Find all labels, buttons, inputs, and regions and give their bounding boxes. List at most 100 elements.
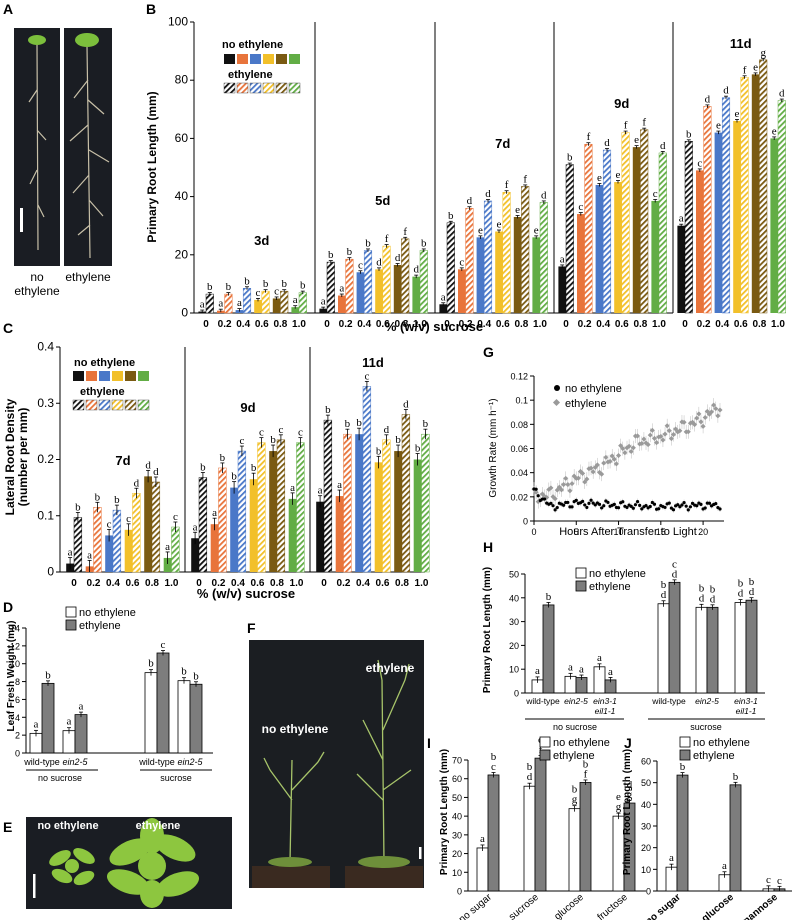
scale-bar — [419, 847, 422, 859]
panel-g-point-ethylene — [552, 496, 558, 502]
panel-i-sig-letter: g — [616, 801, 622, 813]
legend-swatch — [72, 399, 85, 411]
panel-h-x-tick-label: ein2-5 — [695, 696, 719, 706]
panel-b-x-tick-label: 0.8 — [273, 319, 287, 330]
panel-b-y-tick-label: 100 — [168, 15, 188, 29]
panel-c-y-tick-label: 0.2 — [37, 452, 54, 466]
panel-b-sig-letter: d — [604, 137, 610, 149]
panel-i-sig-letter: g — [627, 789, 633, 801]
panel-j-sig-letter: b — [733, 771, 739, 783]
panel-h-sig-letter: a — [568, 661, 573, 673]
panel-h-x-tick-label: wild-type — [525, 696, 560, 706]
panel-g-point-ethylene — [698, 419, 704, 425]
panel-g-point-no-ethylene — [616, 506, 621, 510]
panel-d-y-tick-label: 4 — [15, 713, 20, 723]
panel-b-bar — [345, 258, 354, 314]
panel-g-point-ethylene — [630, 445, 636, 451]
panel-c-sig-letter: a — [290, 482, 295, 494]
legend-swatch — [237, 54, 248, 64]
panel-g-point-no-ethylene — [635, 500, 640, 504]
panel-b-bar — [621, 132, 630, 314]
seedling-no-ethylene — [28, 43, 47, 251]
panel-b-sig-letter: e — [772, 125, 777, 137]
panel-g-point-ethylene — [561, 481, 567, 488]
panel-b-bar — [272, 298, 281, 313]
panel-g-point-no-ethylene — [602, 504, 606, 508]
panel-b-sig-letter: d — [660, 140, 666, 152]
panel-b-bar — [338, 295, 346, 313]
panel-c-sig-letter: b — [325, 404, 331, 416]
panel-b-bar — [777, 100, 786, 314]
panel-b-sig-letter: c — [256, 287, 261, 299]
panel-g-point-no-ethylene — [570, 505, 574, 509]
panel-b-sig-letter: b — [281, 278, 287, 290]
panel-b-day-label: 7d — [495, 136, 510, 151]
panel-b-bar — [356, 272, 365, 313]
panel-d-x-tick-label: wild-type — [23, 757, 60, 767]
panel-b-sig-letter: d — [705, 93, 711, 105]
panel-b-bar — [577, 214, 585, 313]
panel-c-sig-letter: b — [423, 418, 429, 430]
panel-b-sig-letter: b — [365, 237, 371, 249]
panel-i-sig-letter: b — [572, 784, 578, 796]
cotyledon-icon — [28, 35, 46, 45]
panel-c-sig-letter: c — [259, 427, 264, 439]
panel-c-x-tick-label: 0.2 — [337, 578, 351, 589]
panel-b-sig-letter: d — [376, 256, 382, 268]
panel-i-sig-letter: f — [584, 768, 588, 780]
panel-c-x-tick-label: 0.2 — [87, 578, 101, 589]
panel-g-point-ethylene — [681, 419, 687, 425]
panel-g-point-no-ethylene — [657, 507, 661, 511]
panel-i-x-tick-label: sucrose — [507, 892, 541, 920]
panel-c-x-tick-label: 0.4 — [231, 578, 245, 589]
panel-b-sig-letter: a — [441, 291, 446, 303]
panel-b-y-tick-label: 0 — [181, 306, 188, 320]
panel-g-point-ethylene — [565, 481, 571, 488]
panel-b-sig-letter: f — [403, 226, 407, 238]
panel-g-point-no-ethylene — [644, 503, 648, 508]
panel-b-sig-letter: e — [753, 61, 758, 73]
panel-b-sig-letter: c — [697, 157, 702, 169]
panel-c-bar — [230, 487, 238, 572]
panel-f-letter: F — [247, 620, 256, 636]
panel-j-y-tick-label: 20 — [641, 843, 651, 853]
panel-c-bar — [413, 459, 422, 572]
panel-g-point-no-ethylene — [549, 501, 553, 505]
panel-d-legend-label: ethylene — [79, 620, 121, 632]
panel-c-bar — [218, 467, 227, 573]
panel-b-x-tick-label: 1.0 — [533, 319, 547, 330]
panel-g-point-no-ethylene — [690, 501, 695, 505]
panel-b-bar — [651, 200, 659, 313]
panel-b-bar — [375, 269, 383, 313]
panel-d-y-tick-label: 14 — [10, 624, 20, 634]
panel-b-sig-letter: a — [293, 294, 298, 306]
panel-b-bar — [714, 132, 723, 313]
panel-h-y-tick-label: 50 — [509, 570, 519, 580]
panel-h-sig-letter: b — [546, 591, 552, 603]
panel-g-point-ethylene — [567, 488, 573, 494]
panel-g-x-tick-label: 10 — [614, 527, 624, 537]
legend-swatch — [98, 399, 111, 411]
panel-c-bar — [93, 507, 102, 573]
panel-h-x-tick-label: ein3-1 — [734, 696, 758, 706]
panel-b-bar — [242, 288, 252, 314]
panel-g-point-ethylene — [713, 406, 719, 412]
panel-g-x-tick-label: 15 — [656, 527, 666, 537]
panel-j-y-tick-label: 10 — [641, 865, 651, 875]
panel-g-point-no-ethylene — [589, 498, 593, 502]
legend-swatch — [124, 399, 137, 411]
panel-c-letter: C — [3, 320, 13, 336]
panel-g-point-no-ethylene — [676, 503, 680, 507]
pot-ethylene — [345, 866, 423, 888]
panel-c-bar — [288, 498, 297, 572]
panel-b-x-tick-label: 0.2 — [218, 319, 232, 330]
panel-d-sig-letter: b — [181, 666, 187, 678]
panel-j-letter: J — [624, 735, 632, 751]
panel-c-x-tick-label: 1.0 — [165, 578, 179, 589]
panel-g-y-tick-label: 0.08 — [510, 420, 528, 430]
legend-swatch — [86, 371, 97, 381]
panel-b-day-label: 9d — [614, 96, 629, 111]
panel-c-bar — [73, 517, 83, 573]
